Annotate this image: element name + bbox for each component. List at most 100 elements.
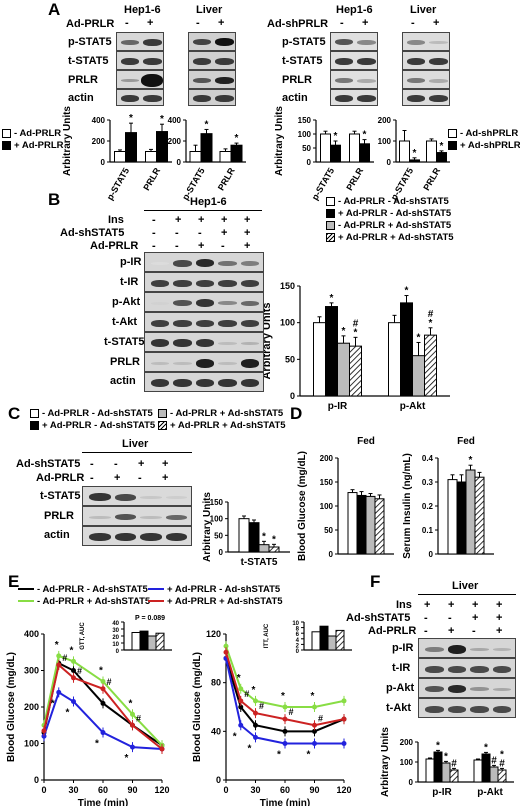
b-cond-shstat5: Ad-shSTAT5 [60, 227, 125, 239]
panel-letter-f: F [370, 572, 381, 591]
chart-D-insulin-ytick-label-2: 0.2 [422, 502, 434, 511]
chart-E-GTT-sig-high-3: * [129, 698, 133, 709]
chart-C-sig-s2-c0-0: * [262, 531, 266, 542]
b-row-tir: t-IR [120, 276, 139, 288]
chart-A-right-liver-ytick-label-2: 200 [378, 116, 392, 125]
chart-E-ITT-inset-ytick-label-2: 4 [296, 638, 300, 644]
chart-A-right-liver-bar-s1-c1 [436, 152, 447, 163]
e-legend-2: + Ad-PRLR - Ad-shSTAT5 [148, 584, 280, 595]
a-right-treatment-label: Ad-shPRLR [267, 18, 329, 30]
chart-F-ylabel: Arbitrary Units [380, 727, 391, 797]
chart-A-right-hep-sig-s1-c1-0: * [363, 130, 367, 141]
b-sign-r1-c0: - [152, 227, 156, 239]
blot-a-right-liver-prlr [402, 70, 450, 89]
chart-E-GTT-line-s3 [43, 663, 163, 750]
chart-E-ITT-sig-high-1: * [252, 685, 256, 696]
b-sign-r2-c0: - [152, 240, 156, 252]
b-sign-r0-c2: + [198, 214, 205, 226]
chart-B-cat-1: p-Akt [400, 401, 426, 412]
b-row-actin: actin [110, 375, 136, 387]
chart-B-ylabel: Arbitrary Units [261, 302, 273, 379]
f-header: Liver [452, 580, 479, 592]
f-sign-r0-c2: + [472, 599, 479, 611]
chart-E-ITT-ytick-label-2: 80 [211, 678, 221, 688]
b-sign-r1-c3: + [221, 227, 228, 239]
chart-E-GTT-pt-s1-p4 [130, 744, 135, 750]
f-cond-prlr: Ad-PRLR [368, 625, 417, 637]
f-sign-r1-c0: - [424, 612, 428, 624]
chart-E-GTT-pt-s1-p0 [41, 733, 47, 739]
chart-A-left-liver-sig-s1-c1-0: * [235, 133, 239, 144]
chart-A-right-liver-bar-s0-c0 [399, 140, 410, 163]
a-left-sign-plus: + [147, 17, 154, 29]
chart-E-GTT-sig-low-0: * [51, 698, 55, 709]
chart-E-GTT-pt-s3-p3 [100, 686, 106, 692]
panel-letter-a: A [48, 0, 61, 19]
f-sign-r2-c3: + [496, 625, 503, 637]
chart-E-ITT-pt-s3-p5 [341, 716, 347, 722]
chart-D-glucose-bar-s3-c0 [374, 498, 385, 555]
chart-A-left-hep-sig-s1-c1-0: * [160, 114, 164, 125]
c-legend-2: + Ad-PRLR - Ad-shSTAT5 [30, 420, 155, 431]
chart-B-ytick-label-1: 50 [285, 354, 295, 364]
c-cond-shstat5: Ad-shSTAT5 [16, 458, 81, 470]
chart-E-GTT-pt-s3-p4 [130, 722, 135, 728]
chart-C-bar-s2-c0 [258, 544, 270, 553]
chart-A-right-hep-bar-s1-c0 [330, 144, 341, 163]
chart-A-left-liver-bar-s0-c1 [219, 151, 232, 163]
f-sign-r0-c1: + [448, 599, 455, 611]
chart-B-sig-s1-c0-0: * [330, 293, 334, 304]
f-sign-r0-c3: + [496, 599, 503, 611]
chart-A-right-hep-bar-s0-c0 [320, 133, 331, 163]
chart-D-glucose-ytick-label-3: 150 [320, 478, 334, 487]
chart-F-cat-1: p-Akt [477, 787, 503, 798]
chart-A-left-liver-ytick-label-0: 0 [177, 158, 182, 167]
b-header: Hep1-6 [190, 196, 227, 208]
blot-a-left-liver-pstat5 [188, 32, 236, 51]
f-sign-r2-c1: + [448, 625, 455, 637]
chart-E-GTT-sig-low-3: * [125, 753, 129, 764]
chart-E-ITT-inset-ytick-label-3: 6 [296, 632, 300, 638]
chart-E-ITT-inset-ytick-label-1: 2 [296, 643, 300, 649]
a-right-row-tstat5: t-STAT5 [282, 55, 323, 67]
chart-E-GTT-ytick-label-1: 100 [24, 739, 39, 749]
chart-E-GTT-pt-s2-p2 [71, 658, 76, 664]
chart-D-glucose-ytick-label-0: 0 [329, 550, 334, 559]
chart-A-left-liver-bar-s1-c1 [230, 144, 243, 163]
chart-D-glucose-bar-s2-c0 [365, 495, 376, 555]
chart-E-ITT-sig-high-3: * [311, 691, 315, 702]
chart-F-bar-s2-c0 [441, 762, 451, 783]
chart-E-ITT-pt-s1-p5 [341, 741, 347, 746]
chart-D-insulin-sig-s2-c0-0: * [469, 455, 473, 466]
chart-E-ITT-xtick-label-3: 90 [309, 785, 319, 795]
chart-C-bar-s1-c0 [248, 522, 260, 553]
f-cond-shstat5: Ad-shSTAT5 [346, 612, 411, 624]
chart-E-GTT-xtick-label-2: 60 [98, 785, 108, 795]
chart-E-GTT-pt-s0-p3 [100, 700, 106, 706]
f-row-pir: p-IR [392, 642, 414, 654]
f-sign-r0-c0: + [424, 599, 431, 611]
chart-E-GTT-line-s2 [43, 654, 163, 747]
chart-D-insulin-bar-s2-c0 [465, 469, 476, 555]
f-sign-r2-c2: - [472, 625, 476, 637]
f-row-takt: t-Akt [386, 702, 412, 714]
c-sign-r0-c3: + [162, 458, 169, 470]
chart-B-cat-0: p-IR [328, 401, 348, 412]
chart-B-sig-s2-c1-0: * [417, 332, 421, 343]
chart-A-left-hep-cat-0: p-STAT5 [105, 166, 131, 202]
b-legend-3: - Ad-PRLR + Ad-shSTAT5 [326, 220, 451, 231]
chart-B-bar-s1-c0 [325, 306, 338, 397]
b-sign-r1-c4: + [244, 227, 251, 239]
chart-F-sig-s2-c1-0: # [491, 755, 497, 766]
chart-E-GTT-inset-pvalue: P = 0.089 [135, 615, 165, 622]
f-header-line [418, 594, 516, 595]
chart-E-GTT-ytick-label-4: 400 [24, 629, 39, 639]
blot-a-right-hep-prlr [330, 70, 378, 89]
chart-E-ITT-pt-s2-p5 [341, 698, 347, 704]
blot-a-right-hep-actin [330, 89, 378, 106]
chart-E-ITT-sig-hash-0: # [244, 689, 249, 699]
chart-E-GTT-pt-s3-p1 [56, 662, 62, 668]
chart-E-GTT-sig-high-1: * [70, 645, 74, 656]
chart-E-ITT-pt-s2-p4 [312, 704, 317, 710]
blot-a-right-hep-tstat5 [330, 51, 378, 70]
